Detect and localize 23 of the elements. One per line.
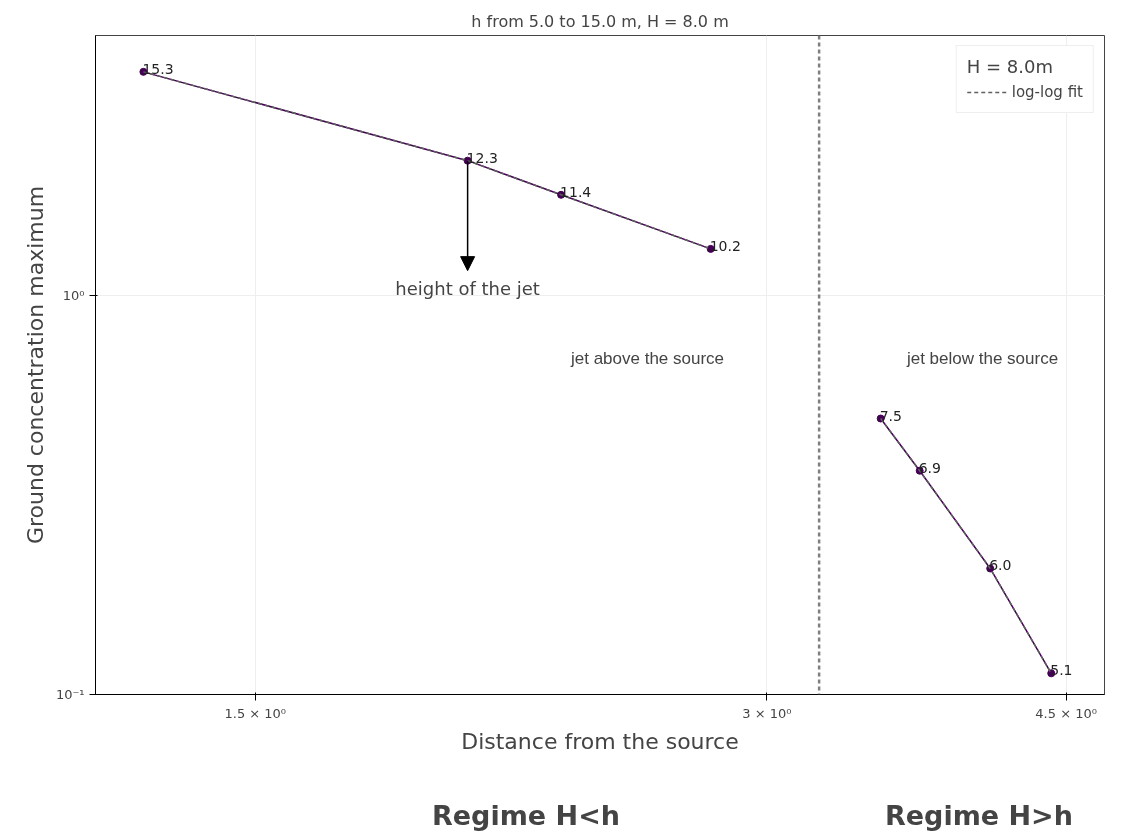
- y-axis-title: Ground concentration maximum: [22, 185, 48, 545]
- text: Regime H>h: [884, 800, 1073, 831]
- annotation: jet below the source: [905, 349, 1059, 368]
- annotation: 15.3: [142, 60, 174, 77]
- annotation: jet above the source: [569, 349, 725, 368]
- y-tick-label: 10⁻¹: [55, 687, 85, 702]
- annotation: 12.3: [466, 149, 498, 166]
- x-axis-title: Distance from the source: [461, 728, 739, 754]
- x-tick-label: 3 × 10⁰: [742, 705, 792, 721]
- annotation: 10.2: [709, 237, 741, 254]
- x-tick-label: 4.5 × 10⁰: [1035, 705, 1097, 721]
- annotation: 7.5: [879, 407, 902, 424]
- chart-title: h from 5.0 to 15.0 m, H = 8.0 m: [471, 11, 729, 31]
- y-tick-label: 10⁰: [62, 288, 85, 304]
- text: Regime H<h: [432, 800, 621, 831]
- annotation: 5.1: [1050, 662, 1073, 679]
- annotation: 6.9: [918, 459, 941, 476]
- x-tick-label: 1.5 × 10⁰: [224, 705, 287, 721]
- annotation: 11.4: [560, 183, 592, 200]
- legend-label: log-log fit: [1011, 83, 1083, 101]
- annotation: height of the jet: [395, 277, 540, 299]
- legend-title: H = 8.0m: [966, 56, 1054, 77]
- annotation: 6.0: [989, 557, 1012, 574]
